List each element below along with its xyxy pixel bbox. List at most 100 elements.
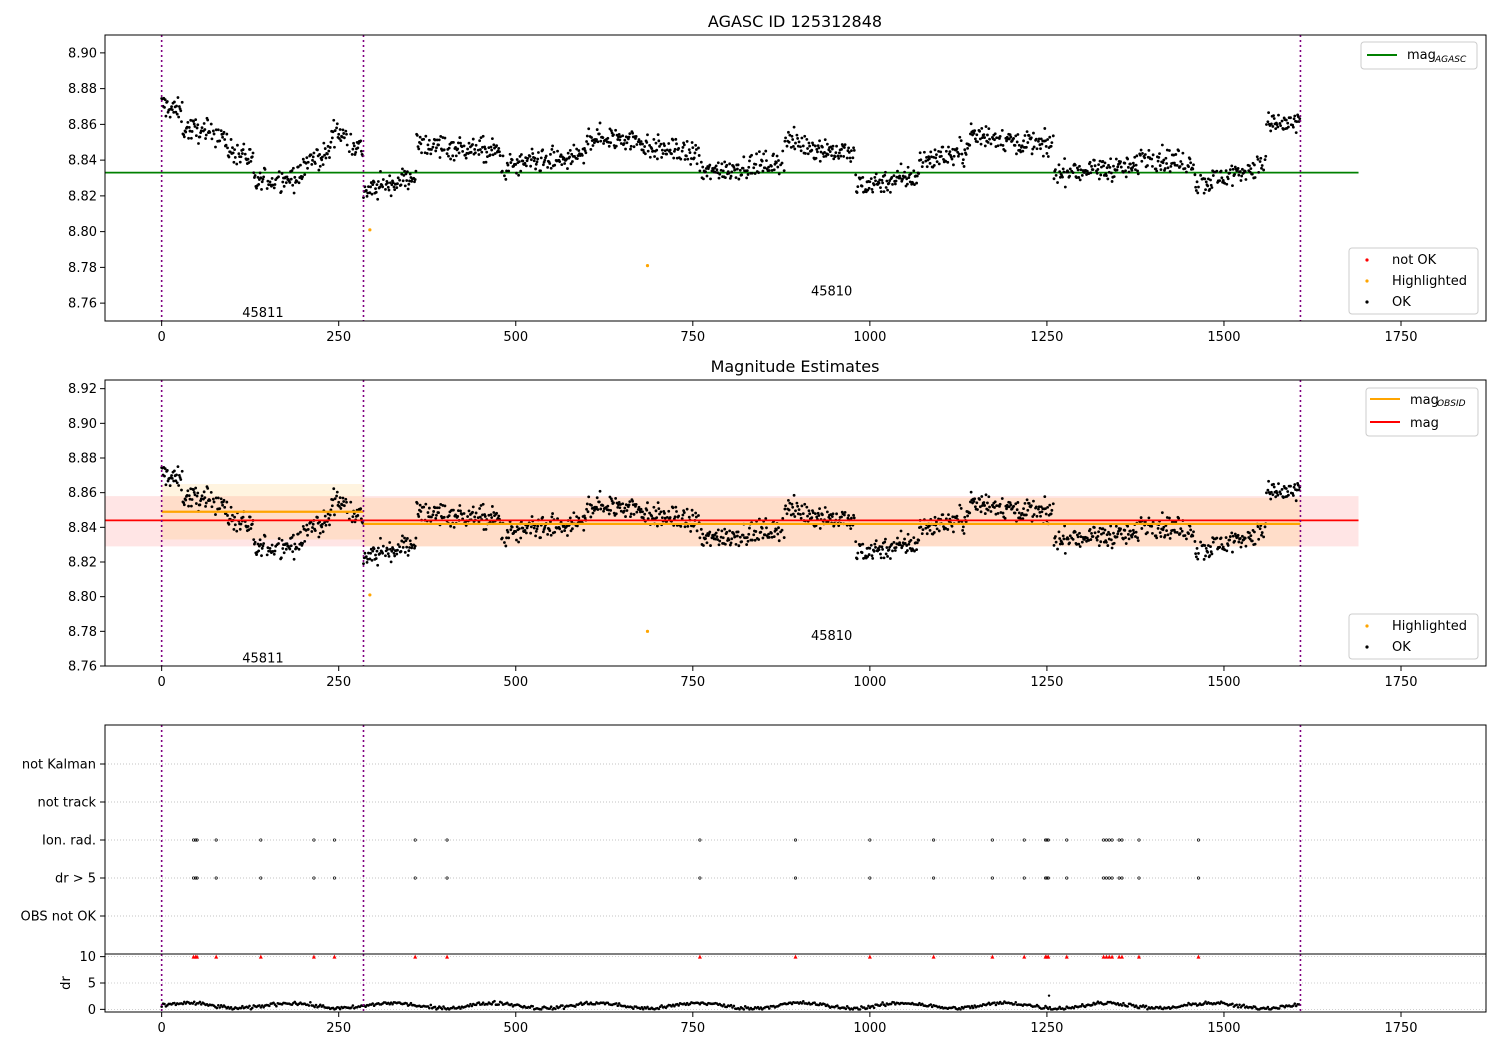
ok-point bbox=[381, 178, 385, 181]
ok-point bbox=[988, 137, 991, 141]
ok-point bbox=[568, 155, 571, 159]
dr-point bbox=[554, 1007, 557, 1011]
ok-point bbox=[524, 164, 528, 168]
ok-point bbox=[874, 539, 878, 543]
ok-point bbox=[935, 153, 938, 157]
ok-point bbox=[790, 134, 794, 138]
ok-point bbox=[627, 135, 631, 139]
ok-point bbox=[1061, 534, 1065, 538]
ok-point bbox=[748, 159, 751, 163]
ok-point bbox=[1032, 499, 1035, 503]
ok-point bbox=[506, 163, 510, 167]
ok-point bbox=[1257, 537, 1261, 541]
ok-point bbox=[209, 490, 213, 494]
ok-point bbox=[1045, 151, 1049, 155]
ok-point bbox=[458, 504, 462, 507]
ok-point bbox=[236, 143, 239, 147]
ok-point bbox=[909, 538, 913, 542]
ok-point bbox=[432, 510, 436, 513]
ok-point bbox=[1166, 533, 1170, 537]
ok-point bbox=[966, 146, 969, 150]
panel4-xtick-label: 750 bbox=[680, 1021, 705, 1036]
ok-point bbox=[1166, 166, 1170, 170]
ok-point bbox=[596, 508, 600, 511]
ok-point bbox=[1231, 534, 1235, 538]
ok-point bbox=[363, 551, 367, 555]
ok-point bbox=[671, 138, 675, 142]
dr-point bbox=[800, 1002, 804, 1005]
ok-point bbox=[1007, 505, 1011, 509]
ok-point bbox=[378, 185, 382, 189]
flag-point bbox=[1046, 838, 1050, 842]
ok-point bbox=[1180, 162, 1184, 166]
ok-point bbox=[793, 147, 797, 151]
ok-point bbox=[729, 174, 733, 178]
ok-point bbox=[456, 509, 460, 513]
ok-point bbox=[944, 159, 948, 163]
ok-point bbox=[781, 149, 785, 153]
ok-point bbox=[322, 141, 326, 145]
ok-point bbox=[399, 549, 403, 553]
ok-point bbox=[340, 503, 344, 507]
ok-point bbox=[972, 499, 976, 503]
ok-point bbox=[734, 176, 738, 180]
ok-point bbox=[364, 189, 368, 192]
ok-point bbox=[1089, 171, 1093, 175]
ok-point bbox=[787, 140, 791, 144]
ok-point bbox=[836, 154, 840, 158]
ok-point bbox=[915, 181, 919, 185]
ok-point bbox=[1126, 532, 1130, 536]
ok-point bbox=[1022, 507, 1025, 511]
ok-point bbox=[893, 549, 897, 552]
legend2-ok-marker bbox=[1365, 645, 1369, 649]
ok-point bbox=[384, 554, 387, 558]
ok-point bbox=[391, 547, 395, 551]
ok-point bbox=[767, 165, 770, 169]
ok-point bbox=[984, 125, 988, 128]
ok-point bbox=[190, 498, 194, 501]
ok-point bbox=[737, 544, 741, 548]
ok-point bbox=[1223, 181, 1227, 185]
ok-point bbox=[607, 508, 610, 512]
ok-point bbox=[1168, 170, 1172, 173]
ok-point bbox=[208, 130, 212, 134]
ok-point bbox=[861, 176, 865, 179]
ok-point bbox=[529, 158, 533, 162]
ok-point bbox=[186, 489, 190, 493]
ok-point bbox=[777, 172, 781, 176]
flag-row-label: Ion. rad. bbox=[42, 834, 96, 849]
ok-point bbox=[175, 104, 178, 108]
ok-point bbox=[1156, 526, 1160, 530]
ok-point bbox=[973, 505, 977, 509]
ok-point bbox=[595, 138, 598, 141]
ok-point bbox=[652, 137, 656, 141]
ok-point bbox=[933, 515, 937, 519]
ok-point bbox=[1073, 530, 1077, 534]
ok-point bbox=[772, 168, 776, 172]
ok-point bbox=[1276, 125, 1280, 129]
ok-point bbox=[179, 109, 183, 113]
ok-point bbox=[986, 501, 989, 505]
ok-point bbox=[1114, 524, 1118, 528]
ok-point bbox=[983, 504, 986, 507]
ok-point bbox=[179, 478, 183, 481]
ok-point bbox=[1253, 542, 1257, 546]
ok-point bbox=[754, 530, 758, 533]
ok-point bbox=[673, 147, 677, 151]
ok-point bbox=[587, 495, 591, 499]
ok-point bbox=[1126, 157, 1130, 161]
ok-point bbox=[1063, 157, 1067, 161]
ok-point bbox=[1109, 524, 1113, 528]
ok-point bbox=[867, 553, 871, 556]
panel2-ytick-label: 8.78 bbox=[68, 625, 97, 640]
ok-point bbox=[1206, 550, 1210, 554]
ok-point bbox=[918, 151, 922, 155]
ok-point bbox=[639, 142, 642, 146]
ok-point bbox=[1063, 185, 1067, 189]
ok-point bbox=[641, 148, 645, 152]
ok-point bbox=[372, 547, 376, 551]
ok-point bbox=[929, 150, 933, 154]
ok-point bbox=[665, 152, 669, 156]
ok-point bbox=[924, 159, 928, 163]
dr-point bbox=[742, 1008, 746, 1011]
